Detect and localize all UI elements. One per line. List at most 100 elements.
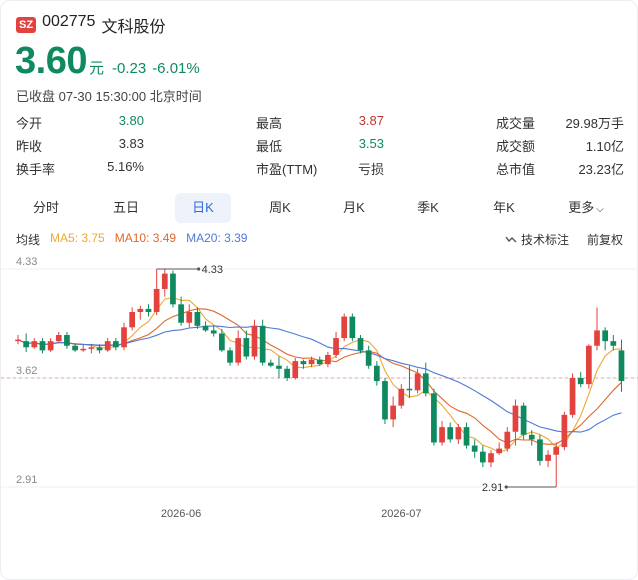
chart-tools: 技术标注 前复权 bbox=[505, 231, 623, 248]
candle-body bbox=[463, 427, 470, 446]
candle-body bbox=[357, 338, 364, 351]
candle-body bbox=[431, 393, 437, 443]
stat-value: 5.16% bbox=[107, 159, 144, 174]
candle-body bbox=[202, 325, 209, 331]
candle-body bbox=[292, 361, 299, 378]
currency-unit: 元 bbox=[88, 60, 104, 77]
stat-value: 23.23亿 bbox=[578, 162, 624, 177]
candle-body bbox=[88, 347, 95, 349]
y-tick-label: 2.91 bbox=[16, 474, 37, 486]
candle-body bbox=[243, 338, 250, 357]
stat-label: 市盈(TTM) bbox=[256, 162, 318, 177]
stat-prev-close: 昨收 3.83 bbox=[16, 136, 144, 156]
stat-label: 昨收 bbox=[16, 139, 43, 154]
candle-body bbox=[349, 316, 356, 339]
candle-body bbox=[373, 365, 380, 382]
candle-body bbox=[170, 273, 176, 305]
stat-value: 3.83 bbox=[118, 136, 144, 151]
price-row: 3.60 元 -0.23 -6.01% bbox=[15, 41, 200, 81]
candle-body bbox=[602, 330, 609, 342]
candle-body bbox=[520, 405, 527, 435]
stat-amount: 成交额 1.10亿 bbox=[496, 136, 624, 156]
stat-label: 成交量 bbox=[496, 116, 536, 131]
stat-value: 亏损 bbox=[357, 162, 384, 177]
x-axis-date-label: 2026-06 bbox=[161, 508, 201, 520]
candle-body bbox=[479, 451, 486, 463]
stat-value: 1.10亿 bbox=[585, 139, 624, 154]
ma20-label: MA20: 3.39 bbox=[186, 231, 248, 245]
candle-body bbox=[504, 431, 511, 449]
extreme-value-label: 2.91 bbox=[482, 482, 503, 494]
candle-body bbox=[96, 347, 103, 351]
candle-body bbox=[341, 316, 348, 339]
tab-quarterly-k[interactable]: 季K bbox=[417, 200, 439, 215]
stat-value: 3.87 bbox=[358, 113, 384, 128]
tab-five-day[interactable]: 五日 bbox=[112, 200, 139, 215]
candle-body bbox=[161, 273, 168, 289]
candle-body bbox=[333, 338, 339, 355]
candle-body bbox=[537, 439, 543, 461]
stat-volume: 成交量 29.98万手 bbox=[496, 113, 624, 133]
candle-body bbox=[414, 373, 421, 391]
candle-body bbox=[553, 447, 560, 455]
ma-legend-title: 均线 bbox=[16, 233, 41, 247]
candle-body bbox=[121, 327, 127, 348]
candle-body bbox=[365, 350, 372, 366]
stat-value: 3.80 bbox=[118, 113, 144, 128]
ma-legend: 均线 MA5: 3.75 MA10: 3.49 MA20: 3.39 bbox=[16, 231, 247, 248]
candle-body bbox=[23, 341, 30, 348]
candle-body bbox=[31, 341, 38, 348]
period-tabs: 分时 五日 日K 周K 月K 季K 年K 更多 ⌵ bbox=[15, 193, 625, 223]
candle-body bbox=[113, 341, 119, 348]
price-change: -0.23 bbox=[111, 60, 147, 77]
candle-body bbox=[235, 338, 242, 363]
candle-body bbox=[406, 388, 413, 391]
tab-weekly-k[interactable]: 周K bbox=[269, 200, 291, 215]
ma5-label: MA5: 3.75 bbox=[50, 231, 105, 245]
extreme-value-label: 4.33 bbox=[202, 264, 223, 276]
candle-body bbox=[64, 335, 70, 346]
candle-body bbox=[390, 405, 396, 420]
stat-label: 成交额 bbox=[496, 139, 536, 154]
ma10-line bbox=[17, 308, 622, 445]
candle-body bbox=[186, 311, 193, 323]
candle-body bbox=[422, 373, 429, 394]
candle-body bbox=[594, 330, 600, 346]
current-price: 3.60 bbox=[15, 40, 87, 82]
candle-body bbox=[545, 454, 551, 461]
candle-body bbox=[471, 445, 478, 452]
candle-body bbox=[569, 378, 576, 415]
stock-title: 002775 文科股份 bbox=[42, 13, 165, 37]
indicator-button[interactable]: 技术标注 bbox=[505, 231, 569, 248]
candle-body bbox=[194, 311, 201, 326]
stat-label: 最低 bbox=[256, 139, 283, 154]
adjust-button[interactable]: 前复权 bbox=[586, 233, 623, 247]
candle-body bbox=[153, 288, 160, 312]
stat-label: 换手率 bbox=[16, 162, 56, 177]
stat-label: 总市值 bbox=[496, 162, 536, 177]
stat-market-cap: 总市值 23.23亿 bbox=[496, 159, 624, 179]
tab-yearly-k[interactable]: 年K bbox=[493, 200, 515, 215]
y-tick-label: 4.33 bbox=[16, 256, 37, 268]
candle-body bbox=[488, 453, 494, 463]
stat-value: 3.53 bbox=[358, 136, 384, 151]
candle-body bbox=[259, 325, 266, 363]
candle-body bbox=[267, 362, 274, 366]
candle-body bbox=[72, 345, 78, 351]
candle-body bbox=[145, 308, 152, 312]
tab-intraday[interactable]: 分时 bbox=[32, 200, 59, 215]
candle-body bbox=[300, 361, 307, 365]
candle-body bbox=[137, 308, 144, 312]
candle-body bbox=[618, 350, 625, 382]
y-tick-label: 3.62 bbox=[16, 365, 37, 377]
candle-body bbox=[316, 359, 323, 365]
x-axis-date-label: 2026-07 bbox=[381, 508, 421, 520]
tab-monthly-k[interactable]: 月K bbox=[343, 200, 365, 215]
tab-more[interactable]: 更多 ⌵ bbox=[555, 193, 617, 223]
tab-daily-k[interactable]: 日K bbox=[175, 193, 231, 223]
stock-header: SZ 002775 文科股份 bbox=[16, 13, 165, 37]
stock-code: 002775 bbox=[42, 13, 96, 30]
candle-body bbox=[251, 325, 258, 357]
indicator-icon bbox=[505, 236, 517, 242]
stat-label: 最高 bbox=[256, 116, 283, 131]
